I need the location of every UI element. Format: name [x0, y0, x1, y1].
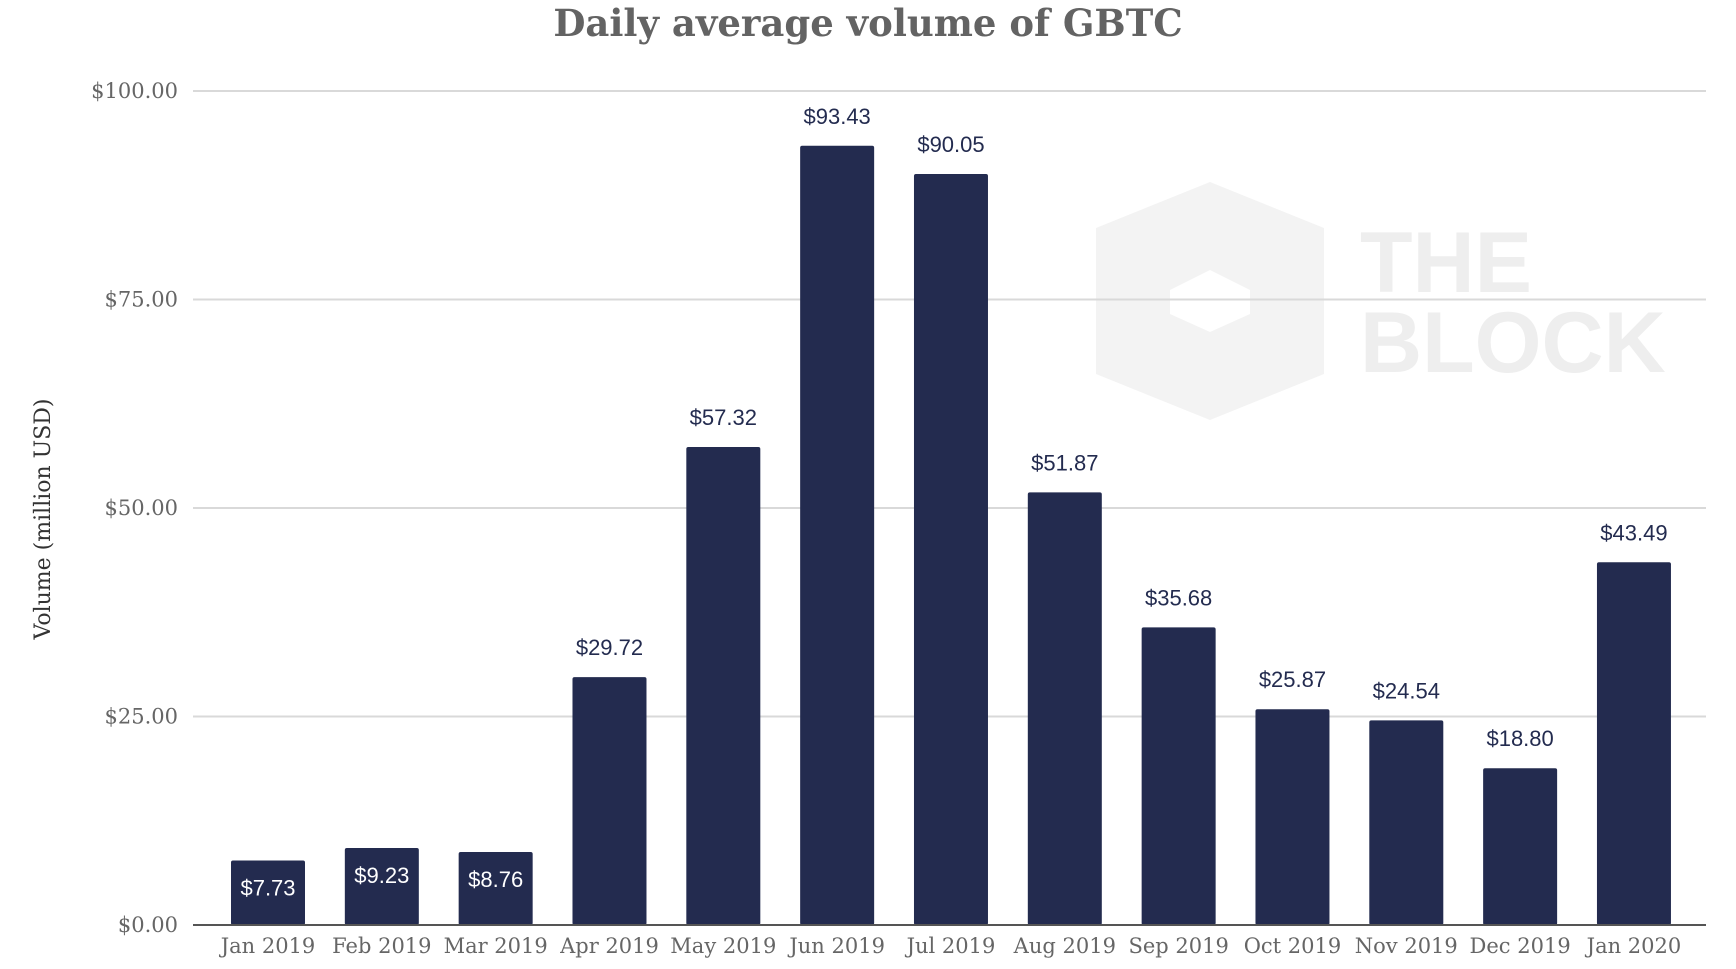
data-label: $43.49 [1600, 520, 1667, 545]
data-label: $51.87 [1031, 450, 1098, 475]
x-tick-label: Jan 2020 [1585, 934, 1682, 958]
x-tick-label: Jan 2019 [219, 934, 316, 958]
data-label: $25.87 [1259, 667, 1326, 692]
bar [1141, 627, 1216, 925]
x-axis-ticks: Jan 2019 Feb 2019 Mar 2019 Apr 2019 May 2019… [219, 934, 1682, 958]
data-label: $7.73 [240, 876, 295, 901]
data-label: $29.72 [576, 635, 643, 660]
bar [1596, 562, 1671, 925]
bar [1255, 709, 1330, 925]
y-tick-label: $25.00 [105, 705, 178, 729]
x-tick-label: Oct 2019 [1244, 934, 1342, 958]
data-label: $35.68 [1145, 585, 1212, 610]
y-tick-label: $0.00 [118, 913, 178, 937]
x-tick-label: Nov 2019 [1355, 934, 1458, 958]
data-label: $8.76 [468, 867, 523, 892]
bar [1483, 768, 1558, 925]
data-labels: $7.73 $9.23 $8.76 $29.72 $57.32 $93.43 $90.05 $… [240, 104, 1667, 901]
x-tick-label: Mar 2019 [444, 934, 548, 958]
bar [231, 860, 305, 925]
watermark-text-line-2: BLOCK [1360, 295, 1666, 391]
x-tick-label: Jul 2019 [905, 934, 996, 958]
data-label: $9.23 [354, 863, 409, 888]
y-axis-title: Volume (million USD) [31, 398, 56, 640]
x-tick-label: Apr 2019 [559, 934, 659, 958]
bar [913, 173, 988, 925]
bar [686, 446, 761, 925]
bar [800, 145, 875, 925]
watermark-logo: THE BLOCK [1096, 182, 1666, 420]
data-label: $57.32 [690, 405, 757, 430]
x-tick-label: Jun 2019 [787, 934, 885, 958]
bar [344, 848, 419, 925]
x-tick-label: Aug 2019 [1013, 934, 1116, 958]
bar [1369, 720, 1444, 925]
y-tick-label: $100.00 [91, 79, 178, 103]
y-tick-label: $75.00 [105, 288, 178, 312]
cube-logo-icon [1096, 182, 1324, 420]
chart-title: Daily average volume of GBTC [553, 1, 1182, 45]
watermark-text-line-1: THE [1360, 215, 1532, 311]
data-label: $24.54 [1373, 678, 1440, 703]
bar [458, 851, 533, 925]
y-axis-ticks: $0.00 $25.00 $50.00 $75.00 $100.00 [91, 79, 178, 937]
bar [572, 677, 647, 925]
x-tick-label: Dec 2019 [1470, 934, 1571, 958]
data-label: $90.05 [917, 132, 984, 157]
data-label: $18.80 [1486, 726, 1553, 751]
bars [231, 145, 1671, 925]
x-tick-label: May 2019 [670, 934, 776, 958]
x-tick-label: Feb 2019 [332, 934, 431, 958]
y-tick-label: $50.00 [105, 496, 178, 520]
data-label: $93.43 [804, 104, 871, 129]
bar [1027, 492, 1102, 925]
x-tick-label: Sep 2019 [1128, 934, 1228, 958]
